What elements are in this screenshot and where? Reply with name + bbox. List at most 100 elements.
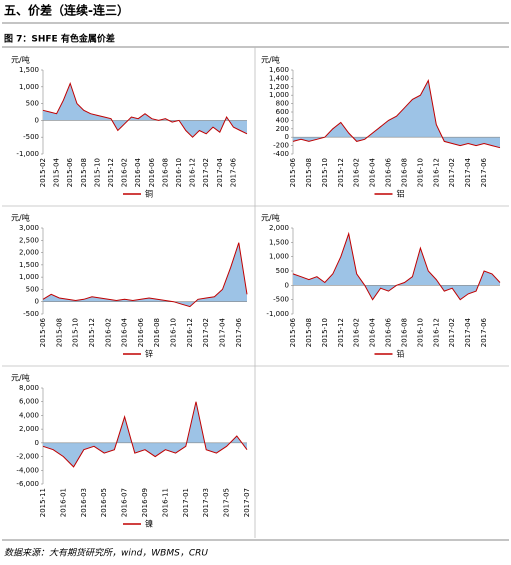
x-tick-label: 2017-01	[182, 488, 190, 517]
y-tick-label: -500	[23, 310, 39, 318]
legend-label: 镍	[145, 519, 153, 529]
y-tick-label: 1,500	[19, 66, 39, 74]
x-tick-label: 2016-10	[170, 318, 178, 347]
x-tick-label: 2016-02	[353, 318, 361, 347]
x-tick-label: 2015-12	[337, 318, 345, 347]
x-tick-label: 2016-06	[385, 317, 393, 347]
y-tick-label: 200	[276, 125, 289, 133]
y-tick-label: 1,000	[19, 273, 39, 281]
figure-caption: 图 7：SHFE 有色金属价差	[4, 33, 115, 45]
line	[42, 81, 248, 138]
y-tick-label: 800	[276, 100, 289, 108]
x-tick-label: 2017-04	[464, 157, 472, 187]
x-tick-label: 2016-07	[121, 488, 129, 517]
x-tick-label: 2015-08	[305, 318, 313, 347]
x-tick-label: 2015-08	[55, 318, 63, 347]
x-tick-label: 2017-02	[202, 318, 210, 347]
y-tick-label: 0	[35, 298, 39, 306]
x-tick-label: 2015-10	[93, 158, 101, 187]
x-tick-label: 2016-02	[121, 158, 129, 187]
y-tick-label: 1,000	[269, 253, 289, 261]
x-tick-label: 2017-02	[202, 158, 210, 187]
y-axis-label: 元/吨	[261, 213, 280, 223]
x-tick-label: 2016-02	[353, 158, 361, 187]
y-tick-label: 1,500	[269, 238, 289, 246]
y-axis-label: 元/吨	[11, 373, 30, 383]
x-tick-label: 2016-02	[104, 318, 112, 347]
x-tick-label: 2017-04	[464, 317, 472, 347]
area	[43, 83, 247, 138]
x-tick-label: 2017-05	[223, 488, 231, 517]
x-tick-label: 2016-08	[153, 318, 161, 347]
x-tick-label: 2017-04	[216, 157, 224, 187]
y-axis-label: 元/吨	[11, 213, 30, 223]
y-tick-label: -500	[273, 296, 289, 304]
x-tick-label: 2015-12	[107, 158, 115, 187]
y-tick-label: 0	[35, 116, 39, 124]
y-tick-label: 8,000	[19, 384, 39, 392]
y-tick-label: -6,000	[16, 480, 39, 488]
x-tick-label: 2016-04	[121, 317, 129, 347]
line	[292, 79, 501, 149]
x-tick-label: 2017-03	[202, 488, 210, 517]
y-tick-label: 600	[276, 108, 289, 116]
x-tick-label: 2016-12	[189, 158, 197, 187]
y-tick-label: 400	[276, 116, 289, 124]
legend-label: 铜	[145, 189, 153, 199]
y-tick-label: 1,200	[269, 83, 289, 91]
x-tick-label: 2017-02	[448, 318, 456, 347]
y-tick-label: 1,000	[269, 91, 289, 99]
x-tick-label: 2016-08	[161, 158, 169, 187]
x-tick-label: 2015-10	[72, 318, 80, 347]
y-tick-label: 3,000	[19, 224, 39, 232]
legend-label: 铅	[397, 349, 405, 359]
x-tick-label: 2017-07	[243, 488, 251, 517]
y-tick-label: 1,400	[269, 74, 289, 82]
x-tick-label: 2017-06	[480, 157, 488, 187]
x-tick-label: 2015-12	[88, 318, 96, 347]
x-tick-label: 2016-10	[175, 158, 183, 187]
line	[292, 231, 501, 301]
x-tick-label: 2017-04	[219, 317, 227, 347]
y-tick-label: 1,000	[19, 83, 39, 91]
cell-borders	[2, 47, 509, 538]
area	[293, 233, 500, 300]
x-tick-label: 2015-10	[321, 318, 329, 347]
section-title: 五、价差（连续-连三）	[4, 3, 129, 18]
area	[43, 242, 247, 307]
area	[293, 80, 500, 148]
y-tick-label: 1,500	[19, 261, 39, 269]
x-tick-label: 2016-04	[369, 317, 377, 347]
y-axis-label: 元/吨	[11, 55, 30, 65]
y-tick-label: 2,000	[19, 425, 39, 433]
x-tick-label: 2015-12	[337, 158, 345, 187]
y-tick-label: 6,000	[19, 398, 39, 406]
x-tick-label: 2016-06	[385, 157, 393, 187]
line	[42, 401, 248, 468]
x-tick-label: 2016-04	[134, 157, 142, 187]
x-tick-label: 2015-06	[289, 157, 297, 187]
x-tick-label: 2015-06	[66, 157, 74, 187]
y-tick-label: -2,000	[16, 453, 39, 461]
line	[42, 242, 248, 308]
y-tick-label: 2,000	[19, 249, 39, 257]
y-tick-label: 500	[276, 267, 289, 275]
legend-label: 锌	[145, 349, 153, 359]
y-tick-label: 0	[35, 439, 39, 447]
y-tick-label: -1,000	[266, 310, 289, 318]
y-tick-label: 1,600	[269, 66, 289, 74]
y-tick-label: 500	[26, 100, 39, 108]
x-tick-label: 2015-08	[305, 158, 313, 187]
x-tick-label: 2016-11	[161, 488, 169, 517]
y-tick-label: 2,000	[269, 224, 289, 232]
x-tick-label: 2016-04	[369, 157, 377, 187]
x-tick-label: 2016-12	[186, 318, 194, 347]
y-tick-label: -200	[273, 142, 289, 150]
x-tick-label: 2015-06	[289, 317, 297, 347]
x-tick-label: 2017-06	[480, 317, 488, 347]
x-tick-label: 2016-01	[59, 488, 67, 517]
x-tick-label: 2016-08	[400, 158, 408, 187]
y-tick-label: 0	[285, 281, 289, 289]
